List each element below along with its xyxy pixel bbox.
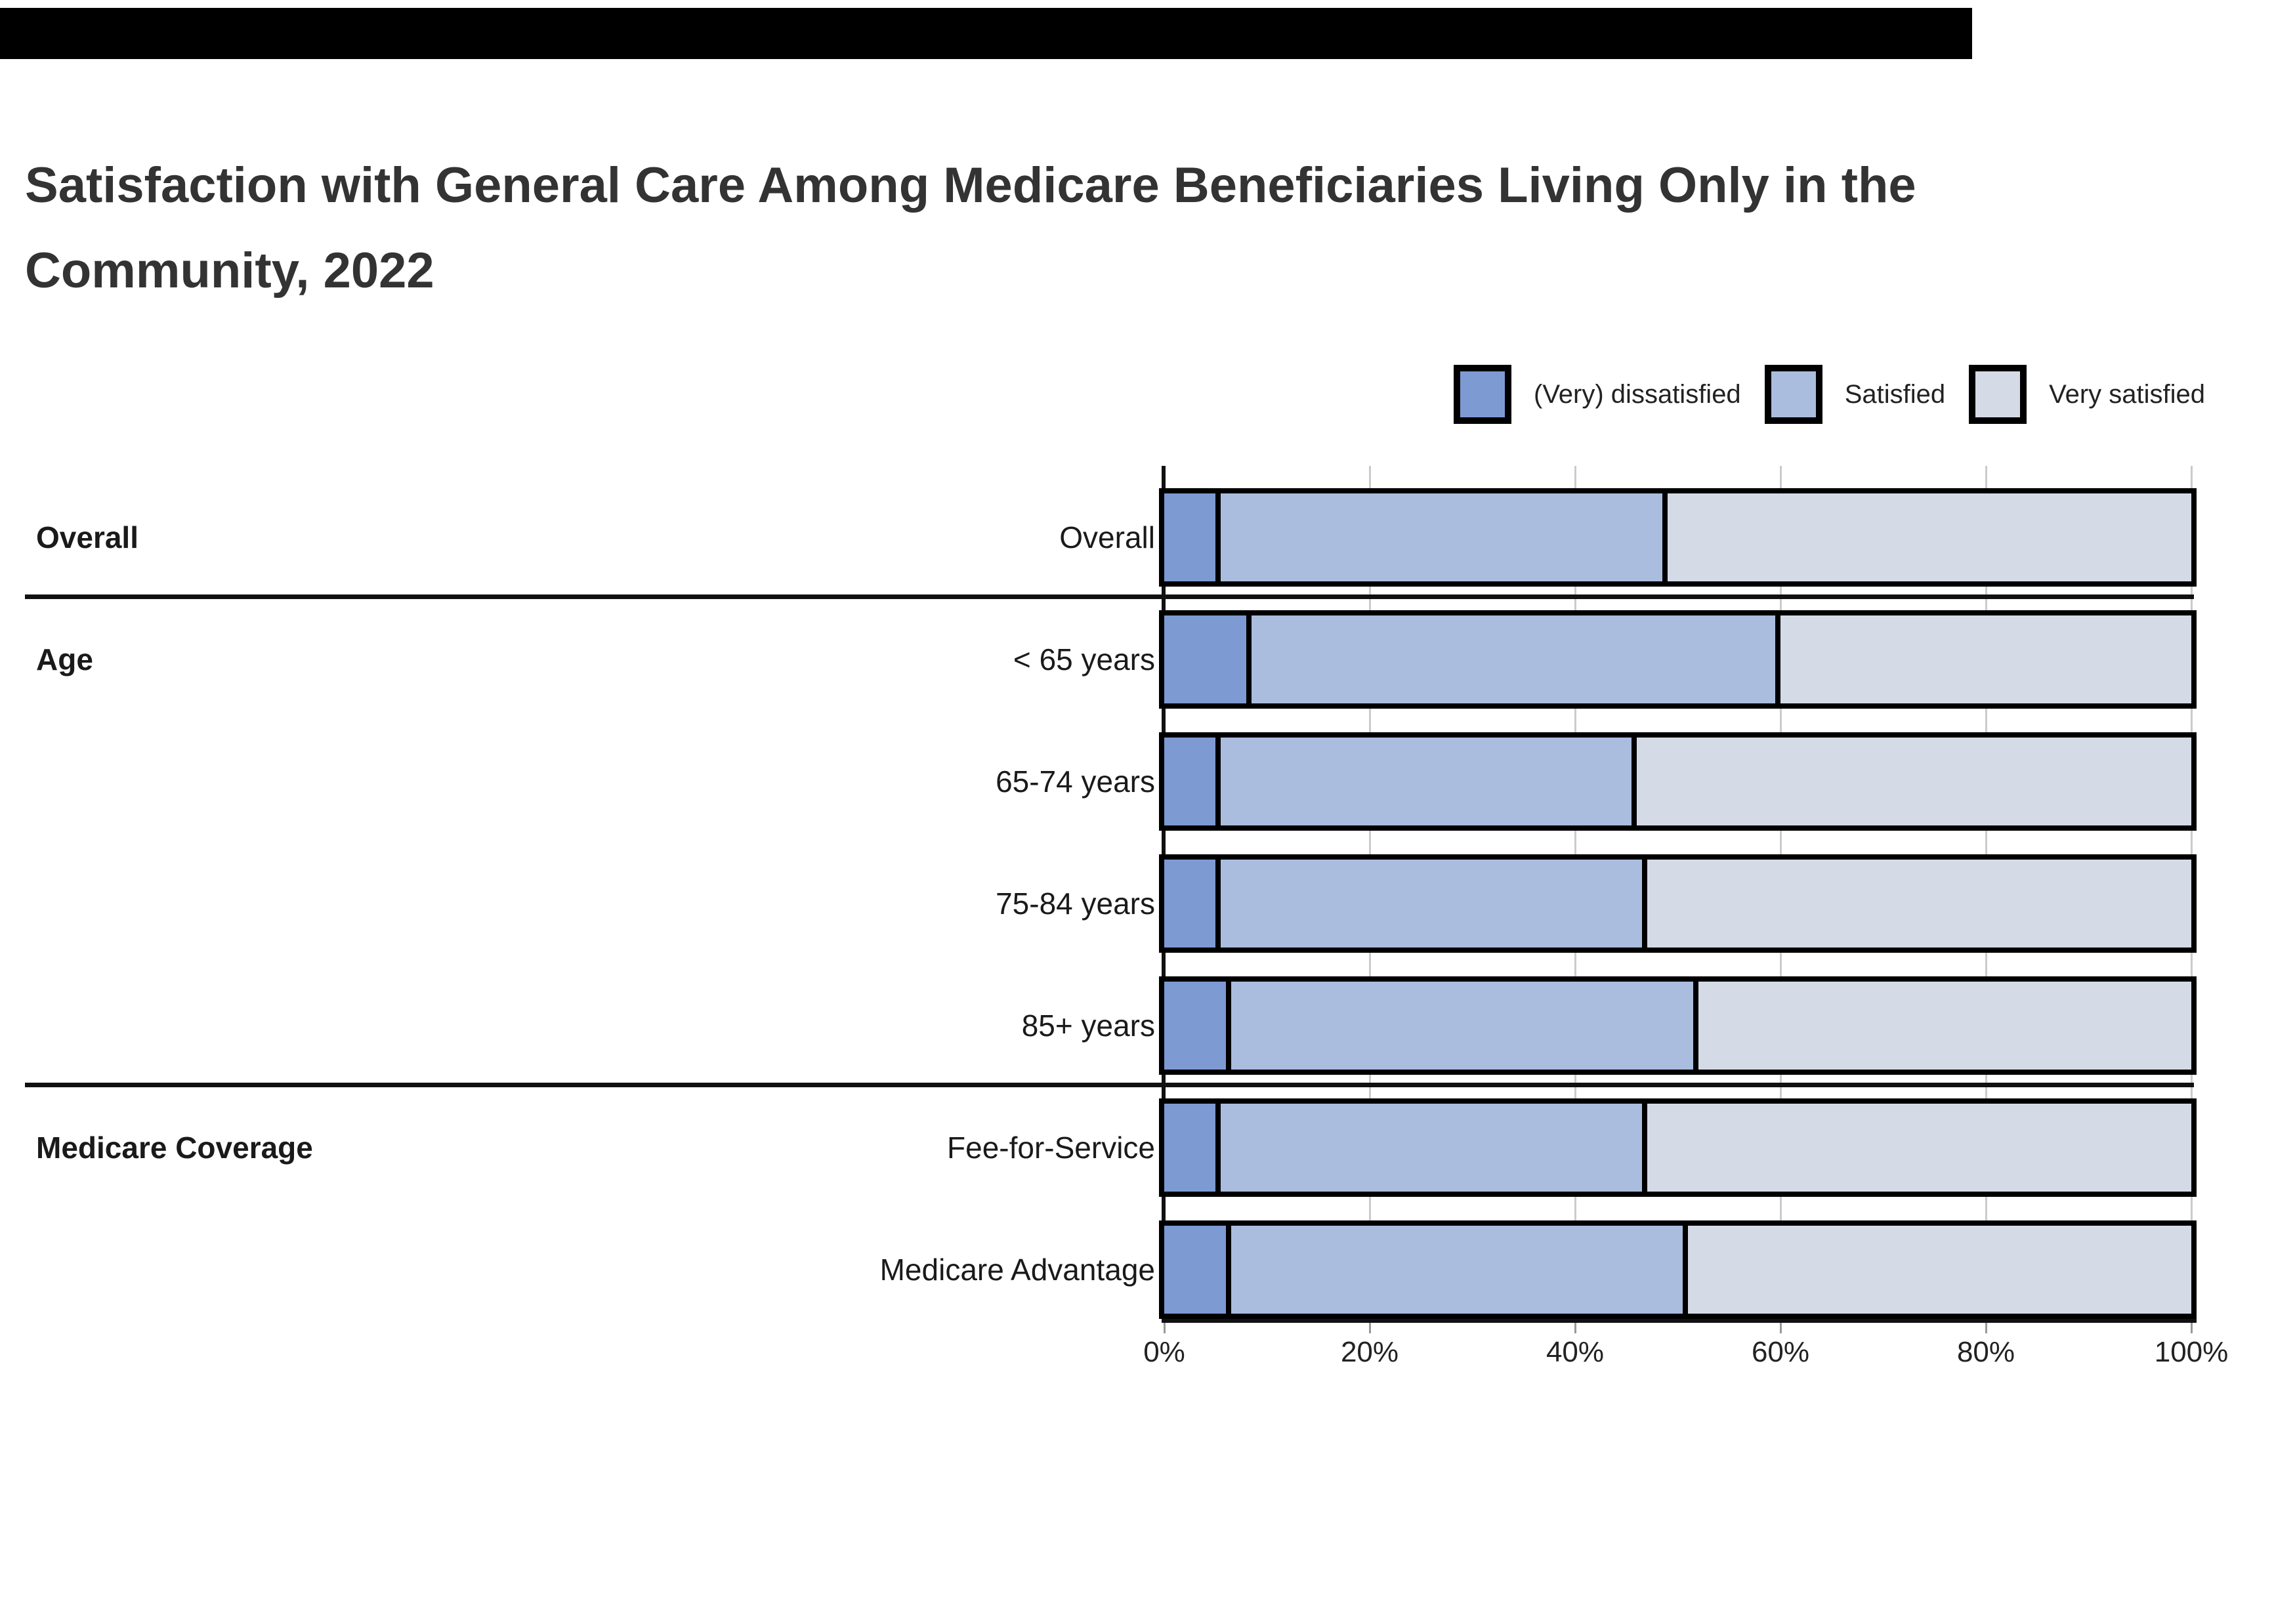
bar-segment [1647, 1104, 2191, 1192]
bar-segment [1164, 860, 1216, 947]
chart-title: Satisfaction with General Care Among Med… [25, 143, 2230, 314]
bar-row [1159, 854, 2197, 953]
bar-segment [1215, 493, 1668, 581]
group-separator-line [25, 594, 2194, 599]
bar-row [1159, 732, 2197, 831]
x-axis-tick [1985, 1323, 1987, 1333]
legend-label: Satisfied [1844, 379, 1946, 409]
bar-segment [1164, 738, 1216, 825]
bar-segment [1246, 615, 1780, 703]
bar-segment [1215, 860, 1647, 947]
row-label: Overall [1059, 520, 1155, 554]
legend-item: Satisfied [1764, 365, 1946, 424]
bar-segment [1636, 738, 2191, 825]
x-axis-tick-label: 60% [1751, 1336, 1810, 1368]
legend-swatch-icon [1764, 365, 1822, 424]
bar-segment [1164, 493, 1216, 581]
row-label: Fee-for-Service [947, 1131, 1155, 1165]
x-axis-tick [2190, 1323, 2193, 1333]
bar-segment [1698, 982, 2191, 1070]
group-label: Medicare Coverage [36, 1131, 313, 1165]
bar-segment [1164, 982, 1226, 1070]
x-axis-tick [1163, 1323, 1166, 1333]
x-axis-tick-label: 20% [1340, 1336, 1399, 1368]
row-label: Medicare Advantage [879, 1253, 1155, 1287]
group-separator-line [25, 1083, 2194, 1087]
bar-segment [1647, 860, 2191, 947]
legend-item: Very satisfied [1969, 365, 2205, 424]
legend-label: (Very) dissatisfied [1534, 379, 1741, 409]
x-axis-tick [1574, 1323, 1576, 1333]
row-label: 75-84 years [996, 886, 1155, 921]
x-axis-tick-label: 40% [1546, 1336, 1605, 1368]
row-label: 85+ years [1021, 1009, 1155, 1043]
bar-segment [1225, 1226, 1689, 1314]
bar-row [1159, 610, 2197, 709]
bar-segment [1164, 1104, 1216, 1192]
x-axis-tick-label: 100% [2154, 1336, 2229, 1368]
legend-label: Very satisfied [2049, 379, 2205, 409]
bar-segment [1164, 1226, 1226, 1314]
x-axis-tick [1779, 1323, 1782, 1333]
chart-title-line1: Satisfaction with General Care Among Med… [25, 157, 1916, 213]
legend-swatch-icon [1454, 365, 1512, 424]
bar-segment [1215, 738, 1637, 825]
x-axis-tick-label: 0% [1143, 1336, 1185, 1368]
x-axis-tick-label: 80% [1956, 1336, 2015, 1368]
bar-row [1159, 1220, 2197, 1319]
x-axis-line [1162, 1319, 2197, 1323]
bar-segment [1225, 982, 1698, 1070]
bar-segment [1688, 1226, 2191, 1314]
group-label: Overall [36, 520, 138, 554]
bar-segment [1780, 615, 2191, 703]
bar-segment [1164, 615, 1247, 703]
bar-row [1159, 976, 2197, 1075]
row-label: 65-74 years [996, 764, 1155, 799]
top-black-bar [0, 8, 1972, 59]
row-label: < 65 years [1013, 642, 1155, 677]
bar-row [1159, 488, 2197, 587]
legend-swatch-icon [1969, 365, 2027, 424]
bar-segment [1667, 493, 2191, 581]
group-label: Age [36, 642, 93, 677]
x-axis-tick [1368, 1323, 1371, 1333]
bar-row [1159, 1098, 2197, 1197]
bar-segment [1215, 1104, 1647, 1192]
chart-title-line2: Community, 2022 [25, 243, 434, 299]
legend-item: (Very) dissatisfied [1454, 365, 1741, 424]
legend: (Very) dissatisfied Satisfied Very satisfi… [1454, 363, 2205, 426]
